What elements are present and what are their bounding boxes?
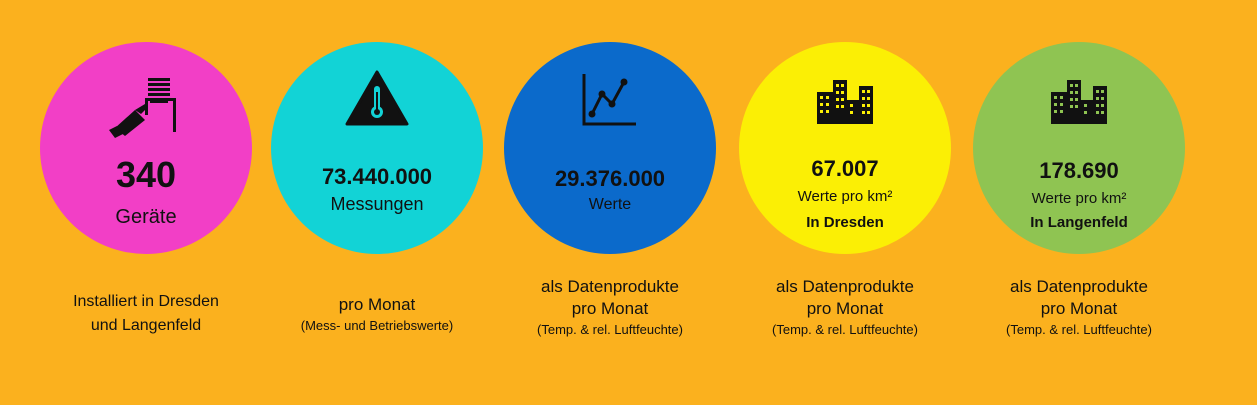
caption-line: pro Monat — [1040, 299, 1118, 318]
stat-location: In Dresden — [806, 214, 884, 231]
city-buildings-icon — [1051, 80, 1107, 124]
caption-line: pro Monat — [806, 299, 884, 318]
stat-caption: als Datenprodukte pro Monat (Temp. & rel… — [490, 276, 730, 340]
caption-small: (Temp. & rel. Luftfeuchte) — [772, 322, 918, 337]
caption-small: (Temp. & rel. Luftfeuchte) — [537, 322, 683, 337]
caption-line: pro Monat — [338, 295, 416, 314]
stat-unit: Geräte — [115, 206, 177, 228]
caption-line: Installiert in Dresden — [73, 293, 219, 310]
stat-value: 73.440.000 — [321, 164, 433, 189]
stat-values: 29.376.000 Werte als Datenprodukte pro M… — [490, 0, 730, 405]
stat-value: 29.376.000 — [554, 166, 666, 191]
caption-line: als Datenprodukte — [541, 277, 679, 296]
caption-line: als Datenprodukte — [1010, 277, 1148, 296]
sensor-device-icon — [109, 78, 176, 138]
stat-unit: Werte pro km² — [1031, 190, 1127, 207]
thermometer-warning-icon — [345, 70, 409, 126]
stat-caption: als Datenprodukte pro Monat (Temp. & rel… — [725, 276, 965, 340]
city-buildings-icon — [817, 80, 873, 124]
stat-value: 67.007 — [811, 156, 879, 181]
stat-value: 178.690 — [1039, 158, 1119, 183]
stat-measurements: 73.440.000 Messungen pro Monat (Mess- un… — [257, 0, 497, 405]
stat-circle: 73.440.000 Messungen — [271, 42, 483, 254]
caption-line: und Langenfeld — [90, 317, 202, 334]
stat-unit: Werte pro km² — [797, 188, 893, 205]
stat-circle: 340 Geräte — [40, 42, 252, 254]
stat-devices: 340 Geräte Installiert in Dresden und La… — [26, 0, 266, 405]
stat-dresden: 67.007 Werte pro km² In Dresden als Date… — [725, 0, 965, 405]
stat-circle: 67.007 Werte pro km² In Dresden — [739, 42, 951, 254]
stat-caption: als Datenprodukte pro Monat (Temp. & rel… — [959, 276, 1199, 340]
stat-unit: Werte — [588, 196, 632, 213]
caption-line: pro Monat — [571, 299, 649, 318]
stat-circle: 29.376.000 Werte — [504, 42, 716, 254]
caption-small: (Mess- und Betriebswerte) — [300, 318, 454, 333]
stat-value: 340 — [115, 154, 177, 195]
stat-circle: 178.690 Werte pro km² In Langenfeld — [973, 42, 1185, 254]
stat-langenfeld: 178.690 Werte pro km² In Langenfeld als … — [959, 0, 1199, 405]
stat-unit: Messungen — [330, 194, 424, 214]
line-chart-icon — [582, 74, 636, 126]
caption-line: als Datenprodukte — [776, 277, 914, 296]
stat-caption: Installiert in Dresden und Langenfeld — [26, 290, 266, 338]
stat-location: In Langenfeld — [1030, 214, 1128, 231]
stat-caption: pro Monat (Mess- und Betriebswerte) — [257, 294, 497, 336]
caption-small: (Temp. & rel. Luftfeuchte) — [1006, 322, 1152, 337]
